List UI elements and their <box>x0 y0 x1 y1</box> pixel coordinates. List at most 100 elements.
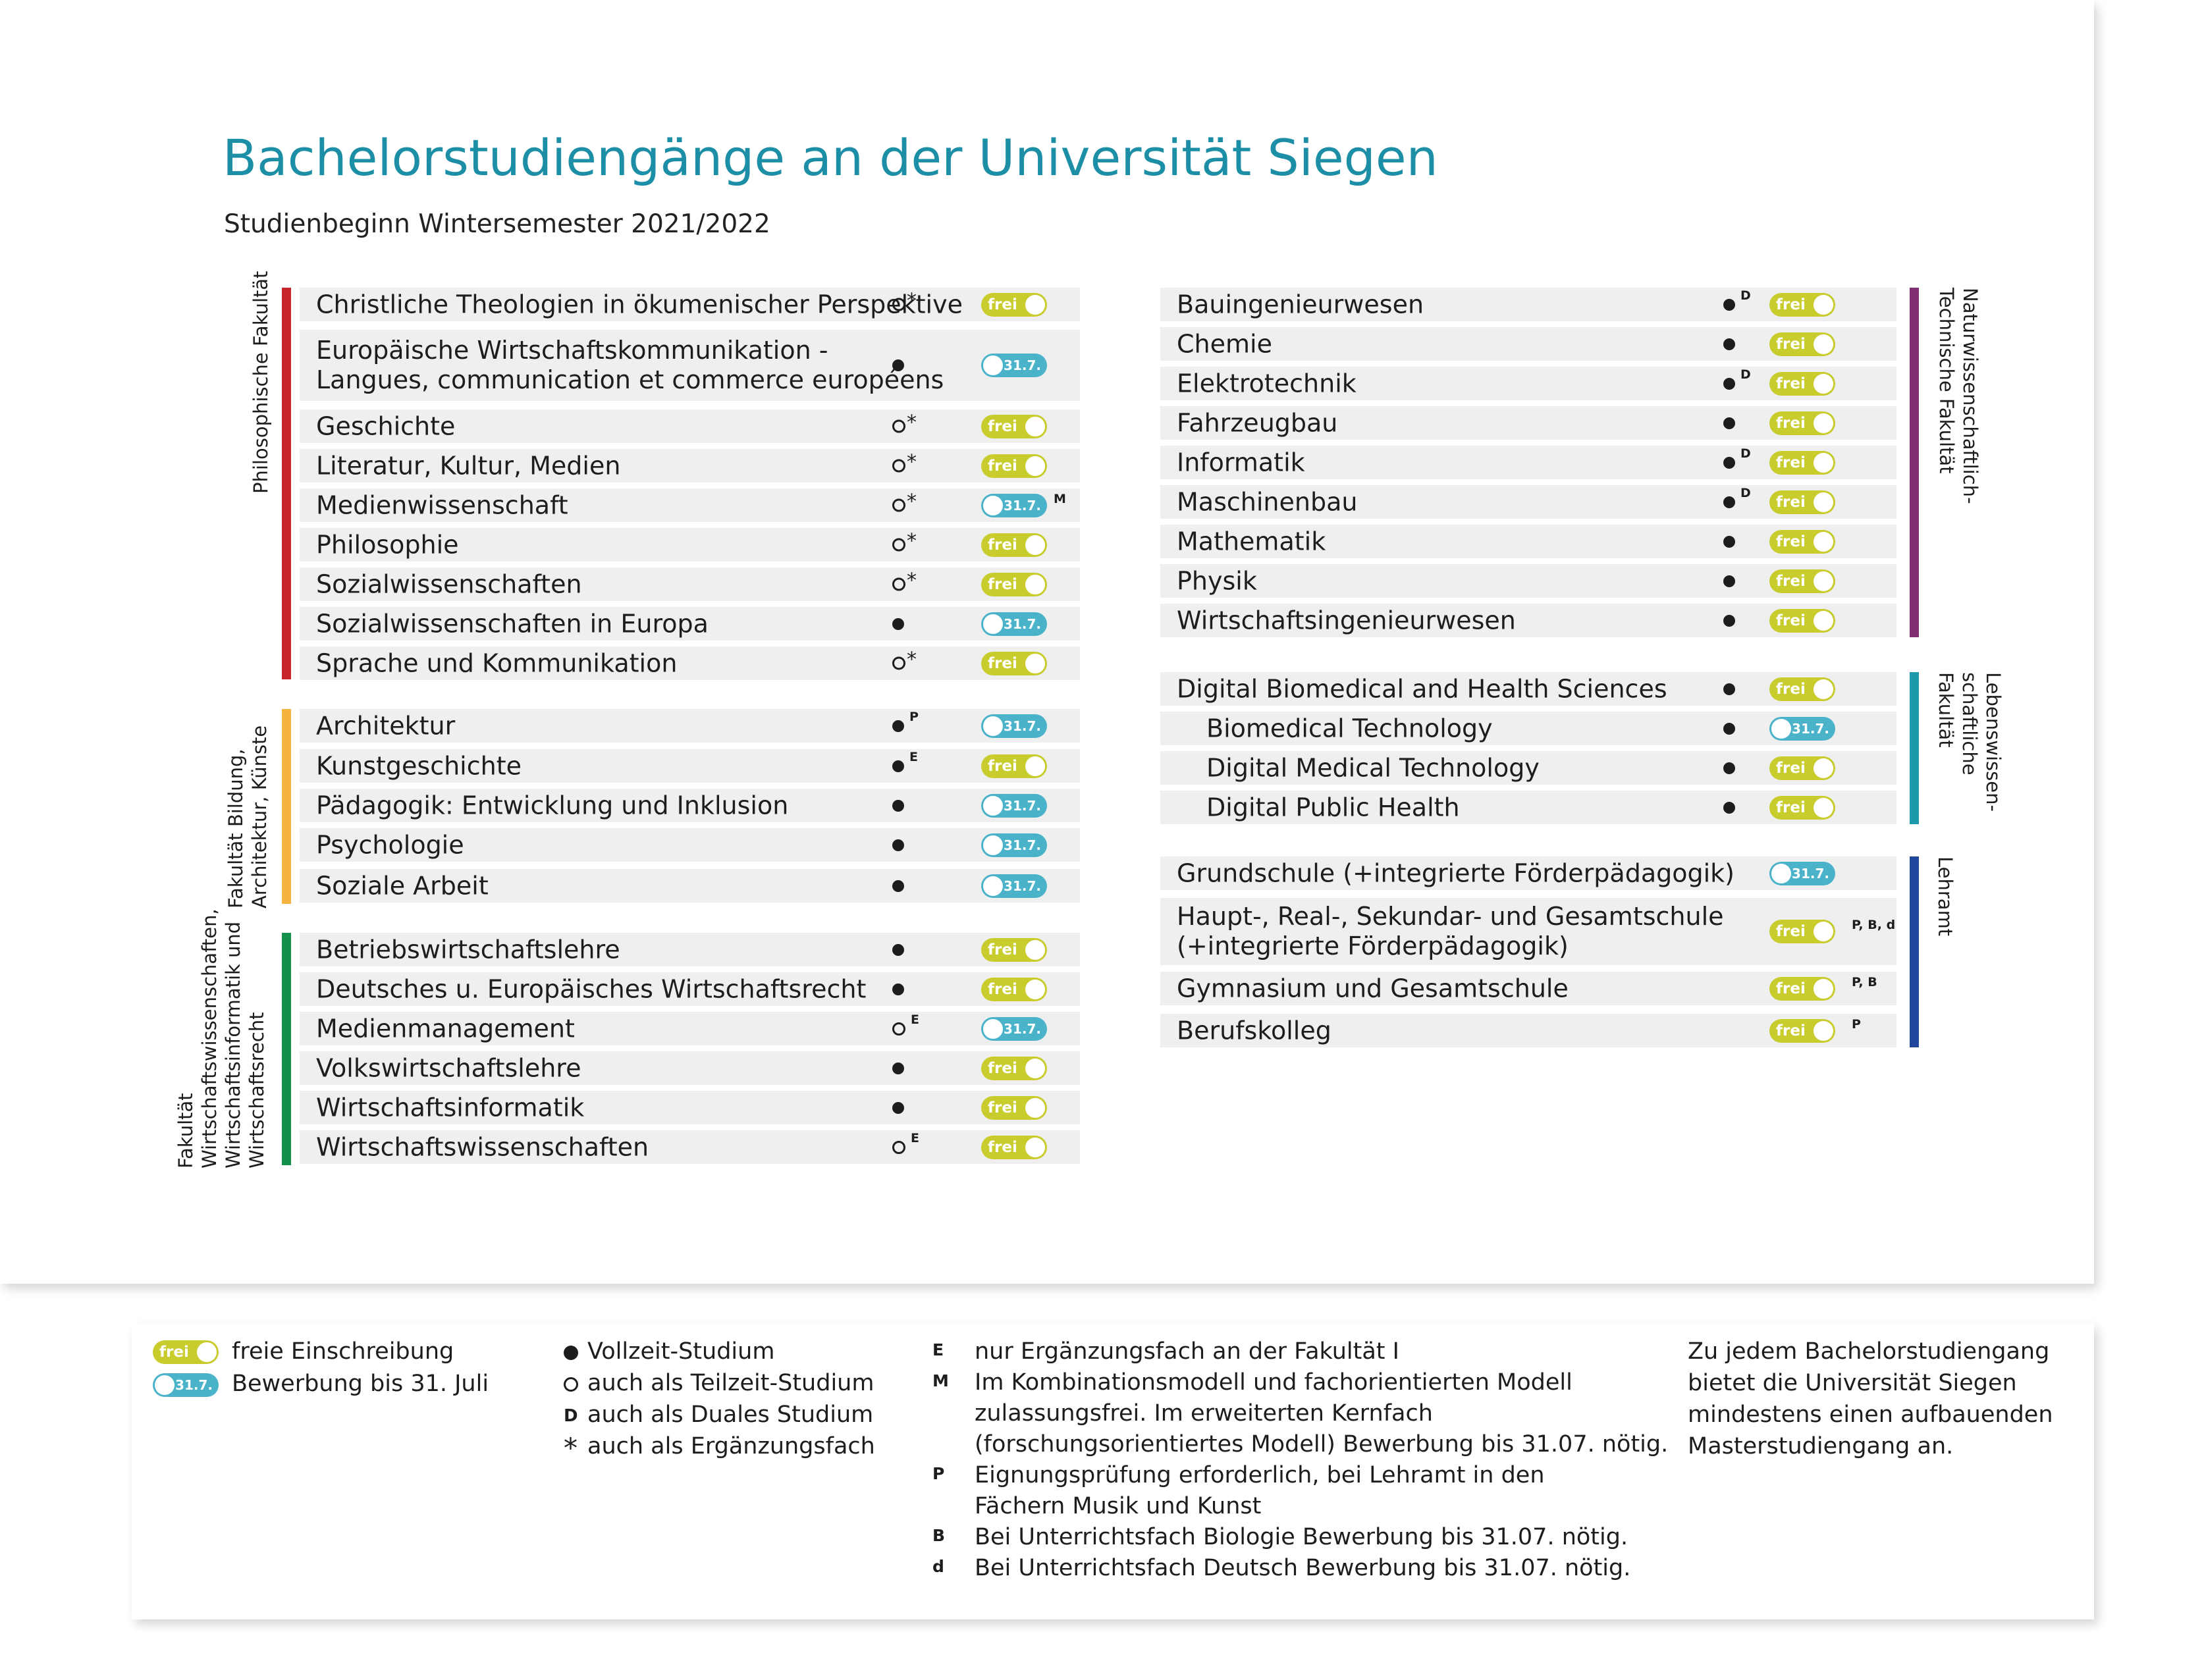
program-row: Chemie frei <box>1160 327 1896 361</box>
toggle-label: frei <box>988 980 1017 998</box>
study-mode: * <box>892 490 917 517</box>
legend-footnote-text: Bei Unterrichtsfach Deutsch Bewerbung bi… <box>975 1555 1631 1581</box>
part-time-ring-icon <box>892 419 905 433</box>
study-mode <box>1723 338 1735 350</box>
study-mode <box>1723 417 1735 429</box>
program-name-line: Maschinenbau <box>1177 487 1358 516</box>
legend-footnote-text: Bei Unterrichtsfach Biologie Bewerbung b… <box>975 1524 1628 1550</box>
program-footnote-marker: M <box>1054 491 1066 506</box>
part-time-ring-icon <box>892 577 905 591</box>
free-enrollment-toggle: frei <box>981 454 1047 478</box>
toggle-label: frei <box>1776 493 1806 511</box>
toggle-label: frei <box>1776 335 1806 353</box>
program-footnote-marker: P, B <box>1852 974 1877 989</box>
study-mode-marker: E <box>911 1012 919 1027</box>
toggle-label: 31.7. <box>1004 497 1041 513</box>
faculty-label-leb: Lebenswissen-schaftliche Fakultät <box>1934 672 2005 812</box>
program-row: Sozialwissenschaften in Europa 31.7. <box>300 607 1080 641</box>
toggle-knob <box>155 1375 175 1395</box>
faculty-label-line: Wirtschaftsrecht <box>246 1012 268 1168</box>
application-deadline-toggle: 31.7. <box>981 793 1047 818</box>
study-mode <box>892 799 904 812</box>
toggle-label: frei <box>988 296 1017 313</box>
study-mode <box>892 617 904 630</box>
study-mode-marker: * <box>907 289 917 312</box>
program-row: Psychologie 31.7. <box>300 828 1080 862</box>
part-time-ring-icon <box>892 656 905 670</box>
free-enrollment-toggle: frei <box>981 937 1047 962</box>
program-name: Christliche Theologien in ökumenischer P… <box>316 290 963 319</box>
program-footnote-marker: P <box>1852 1016 1861 1032</box>
page-subtitle: Studienbeginn Wintersemester 2021/2022 <box>224 209 770 239</box>
study-mode: * <box>892 450 917 477</box>
study-mode: * <box>892 289 917 316</box>
program-name-line: Geschichte <box>316 411 456 440</box>
faculty-label-line: Fakultät <box>1935 672 1957 748</box>
part-time-ring-icon <box>892 459 905 473</box>
program-row: Fahrzeugbau frei <box>1160 406 1896 440</box>
study-mode: D <box>1723 446 1751 470</box>
toggle-knob <box>983 716 1003 736</box>
program-name-line: Informatik <box>1177 448 1305 477</box>
free-enrollment-toggle: frei <box>1769 332 1835 356</box>
program-row: Sozialwissenschaften * frei <box>300 567 1080 601</box>
toggle-label: 31.7. <box>1792 720 1829 737</box>
application-deadline-toggle: 31.7. <box>981 612 1047 636</box>
program-row: Mathematik frei <box>1160 525 1896 558</box>
full-time-dot-icon <box>892 799 904 812</box>
application-deadline-toggle: 31.7. <box>981 493 1047 517</box>
legend-footnote-text: Eignungsprüfung erforderlich, bei Lehram… <box>975 1462 1545 1488</box>
legend-mode-text: auch als Duales Studium <box>587 1402 874 1428</box>
faculty-label-line: schaftliche <box>1958 672 1981 775</box>
study-mode-marker: P <box>909 709 919 724</box>
toggle-knob <box>1814 571 1833 591</box>
toggle-knob <box>1814 922 1833 941</box>
legend-footnote-key: B <box>932 1526 946 1545</box>
legend-footnote-key: E <box>932 1340 944 1359</box>
free-enrollment-toggle: frei <box>981 1095 1047 1120</box>
study-mode: * <box>892 569 917 596</box>
full-time-dot-icon <box>892 760 904 772</box>
toggle-knob <box>983 835 1003 855</box>
program-row: Digital Medical Technology frei <box>1160 751 1896 785</box>
program-name: Wirtschaftsingenieurwesen <box>1177 606 1516 635</box>
full-time-dot-icon <box>892 720 904 732</box>
full-time-dot-icon <box>1723 298 1735 311</box>
full-time-dot-icon <box>892 839 904 851</box>
legend-footnote-text: Fächern Musik und Kunst <box>975 1493 1262 1519</box>
toggle-label: frei <box>1776 375 1806 392</box>
toggle-knob <box>983 795 1003 816</box>
full-time-dot-icon <box>1723 496 1735 508</box>
application-deadline-toggle: 31.7. <box>981 354 1047 377</box>
free-enrollment-toggle: frei <box>1769 292 1835 317</box>
study-mode <box>1723 535 1735 548</box>
study-mode: E <box>892 1131 919 1155</box>
legend-footnote-key: M <box>932 1371 949 1390</box>
toggle-label: frei <box>988 536 1017 554</box>
program-row: Wirtschaftsinformatik frei <box>300 1091 1080 1124</box>
program-name: Geschichte <box>316 411 455 441</box>
toggle-label: 31.7. <box>1792 865 1829 881</box>
study-mode: P <box>892 710 919 733</box>
faculty-label-line: Fakultät <box>175 1093 197 1168</box>
legend-footnote-key: P <box>932 1464 945 1483</box>
study-mode <box>1723 801 1735 814</box>
program-name-line: Medienwissenschaft <box>316 490 568 519</box>
program-row: Medienwissenschaft * 31.7. M <box>300 488 1080 522</box>
free-enrollment-toggle: frei <box>1769 450 1835 475</box>
toggle-label: frei <box>988 417 1017 435</box>
study-mode: D <box>1723 367 1751 391</box>
faculty-label-bild: Fakultät Bildung, Architektur, Künste <box>224 725 271 908</box>
full-time-dot-icon <box>1723 456 1735 469</box>
program-row: Wirtschaftsingenieurwesen frei <box>1160 604 1896 637</box>
free-enrollment-toggle: frei <box>1769 677 1835 701</box>
toggle-knob <box>1814 797 1833 818</box>
legend-date-toggle: 31.7. <box>153 1373 219 1397</box>
full-time-dot-icon <box>892 1101 904 1114</box>
toggle-knob <box>1814 610 1833 631</box>
part-time-ring-icon <box>892 538 905 552</box>
legend-frei-toggle: frei <box>153 1340 219 1364</box>
